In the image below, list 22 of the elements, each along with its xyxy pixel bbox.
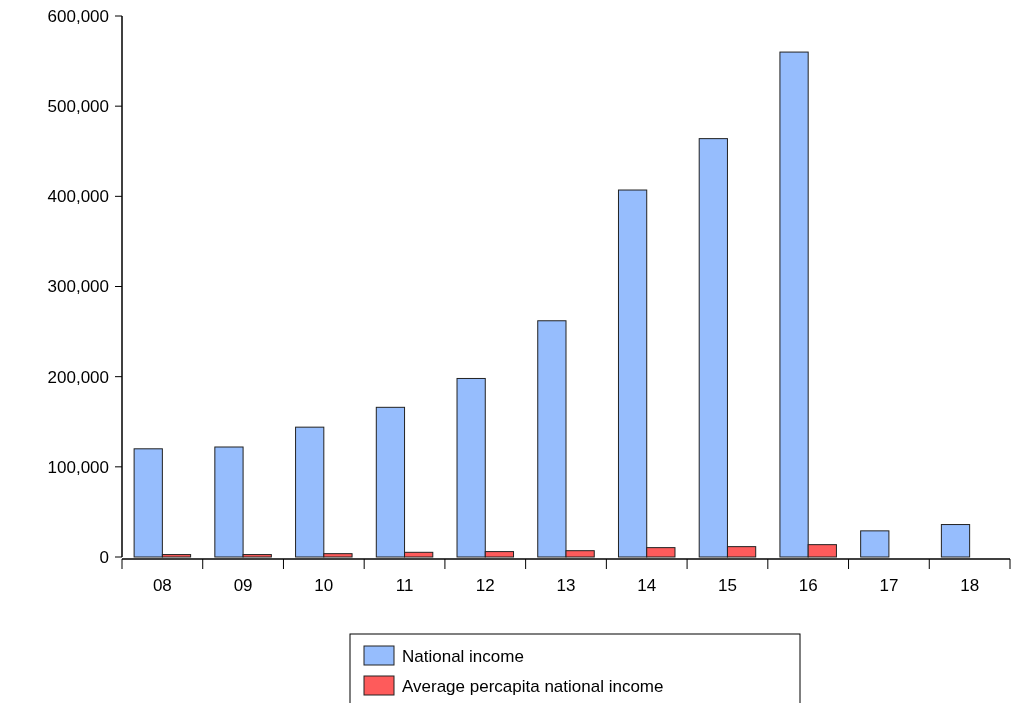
y-tick-label: 500,000: [47, 97, 109, 117]
y-tick-label: 100,000: [47, 457, 109, 477]
x-tick-label: 16: [798, 576, 818, 595]
x-tick-label: 10: [314, 576, 334, 595]
y-tick-label: 200,000: [47, 367, 109, 387]
y-tick-label: 0: [99, 547, 109, 567]
legend-label: Average percapita national income: [402, 676, 664, 696]
legend-label: National income: [402, 646, 524, 666]
bar: [860, 530, 890, 558]
x-tick-label: 12: [475, 576, 495, 595]
x-tick-label: 17: [879, 576, 899, 595]
x-tick-label: 15: [717, 576, 737, 595]
x-tick-label: 18: [960, 576, 980, 595]
x-tick-label: 13: [556, 576, 576, 595]
x-tick-label: 09: [233, 576, 253, 595]
y-tick-label: 300,000: [47, 277, 109, 297]
x-tick-label: 08: [152, 576, 172, 595]
y-tick-label: 600,000: [47, 6, 109, 26]
x-tick-label: 11: [395, 576, 414, 595]
y-tick-label: 400,000: [47, 187, 109, 207]
bar: [940, 524, 971, 558]
x-tick-label: 14: [637, 576, 657, 595]
